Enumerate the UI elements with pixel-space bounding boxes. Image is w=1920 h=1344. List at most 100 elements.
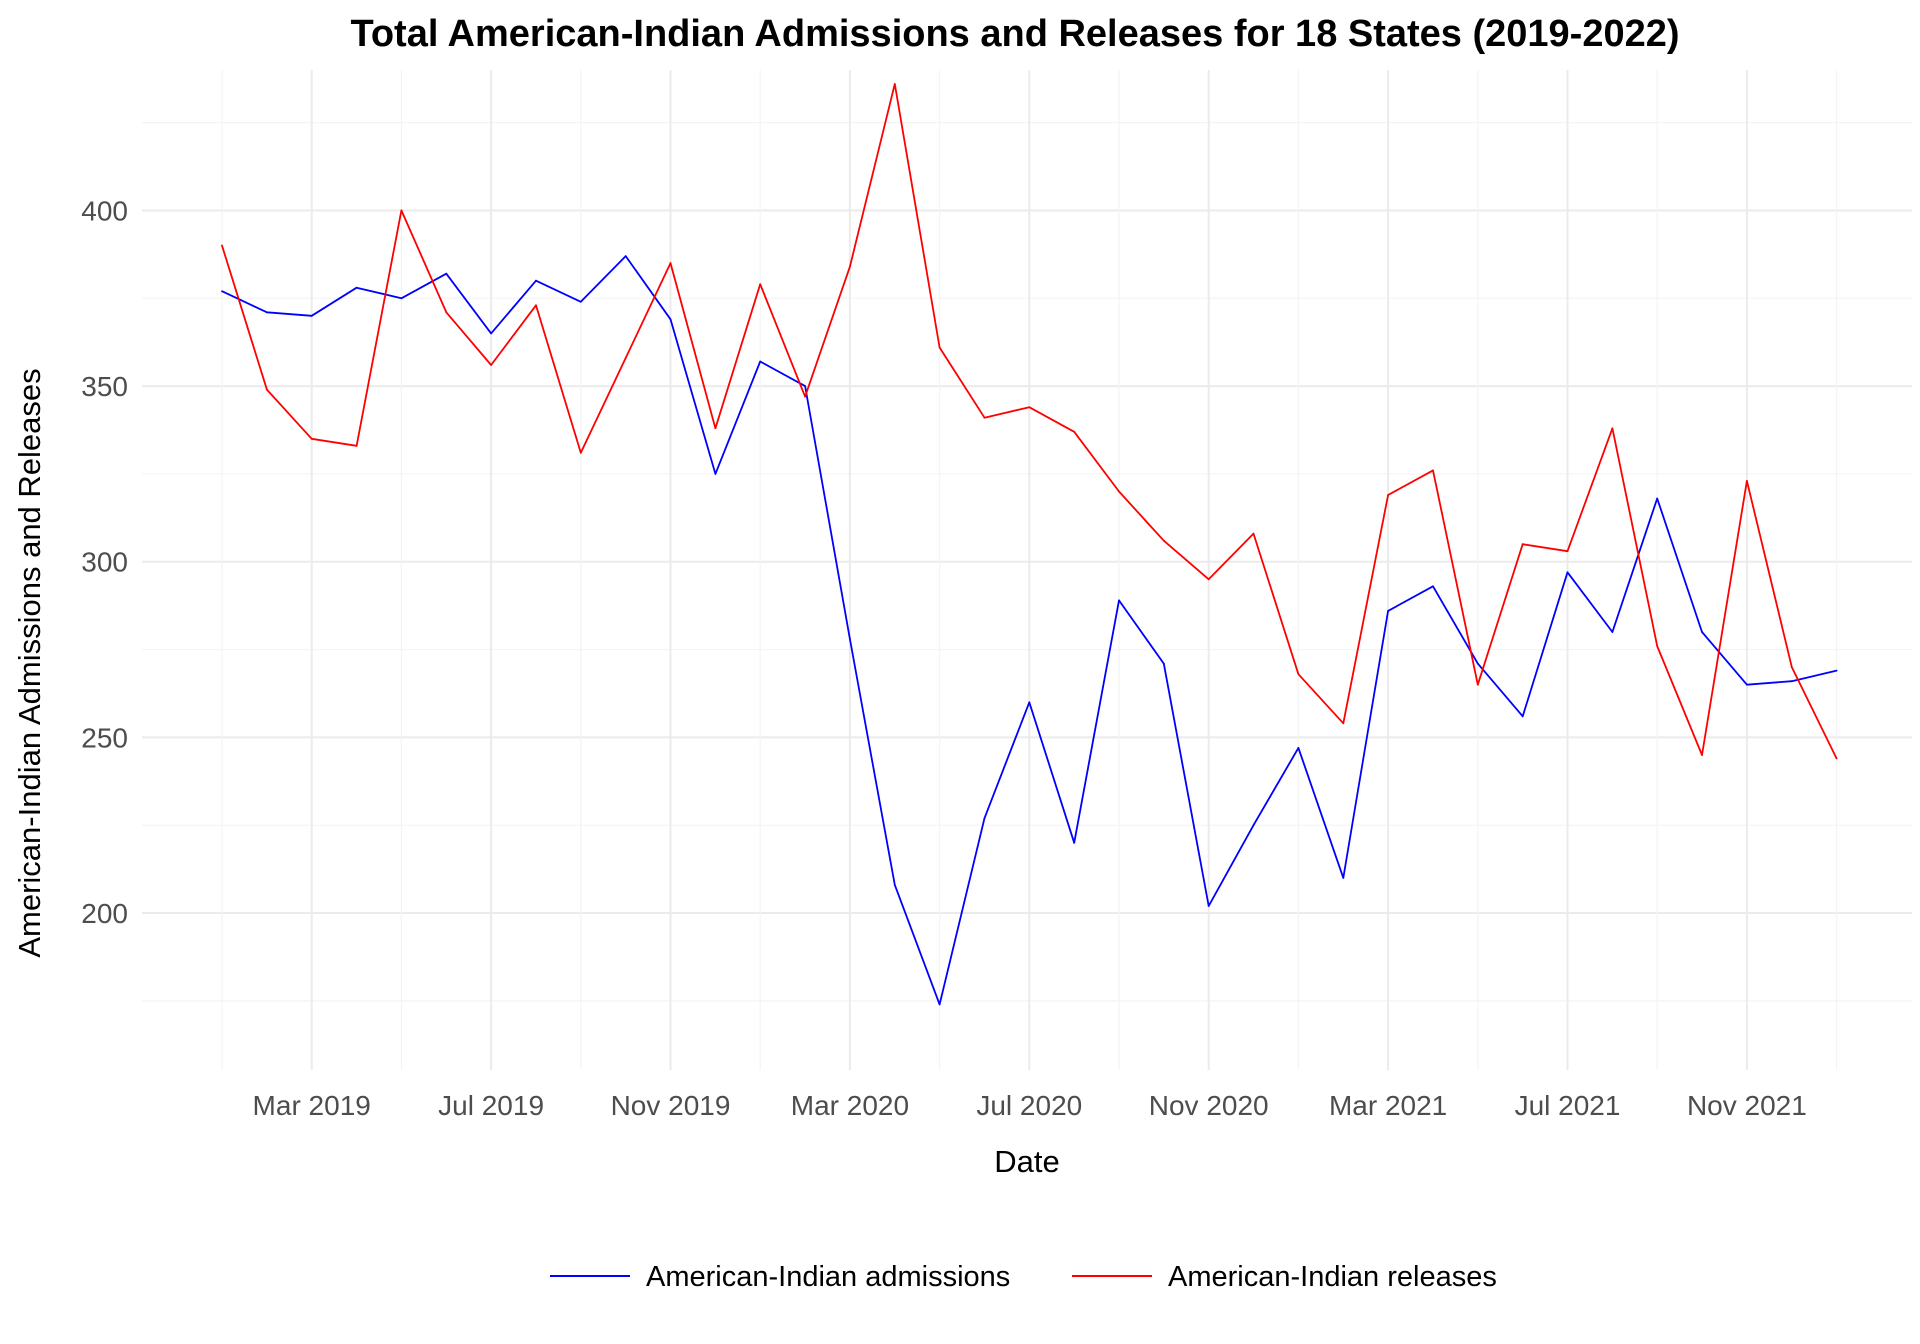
x-tick-label: Mar 2021	[1329, 1090, 1447, 1121]
american-indian-admissions-point	[445, 272, 448, 275]
x-axis-title: Date	[994, 1144, 1059, 1179]
american-indian-releases-point	[759, 283, 762, 286]
american-indian-releases-point	[535, 304, 537, 307]
american-indian-admissions-point	[1252, 824, 1255, 827]
american-indian-releases-point	[669, 262, 672, 265]
american-indian-releases-point	[1611, 427, 1614, 430]
american-indian-releases-point	[938, 346, 941, 349]
american-indian-releases-point	[1252, 532, 1255, 535]
american-indian-admissions-point	[490, 332, 492, 335]
american-indian-admissions-point	[1790, 680, 1793, 683]
american-indian-releases-point	[983, 416, 986, 419]
american-indian-admissions-point	[355, 286, 358, 289]
american-indian-releases-point	[1162, 539, 1165, 542]
american-indian-releases-point	[490, 364, 492, 366]
chart-title: Total American-Indian Admissions and Rel…	[350, 13, 1679, 55]
american-indian-admissions-point	[1611, 631, 1614, 633]
x-tick-label: Nov 2019	[611, 1090, 731, 1121]
american-indian-admissions-point	[1028, 701, 1031, 704]
american-indian-admissions-point	[1835, 669, 1838, 672]
american-indian-releases-point	[445, 311, 448, 314]
american-indian-admissions-point	[1701, 631, 1703, 633]
american-indian-admissions-point	[714, 473, 717, 475]
american-indian-releases-point	[714, 427, 717, 430]
american-indian-releases-point	[1476, 683, 1479, 686]
american-indian-releases-point	[221, 244, 223, 247]
x-tick-label: Jul 2021	[1515, 1090, 1621, 1121]
american-indian-releases-point	[265, 388, 268, 391]
american-indian-releases-point	[1207, 578, 1210, 581]
american-indian-releases-point	[355, 444, 358, 447]
y-tick-label: 350	[81, 371, 128, 402]
american-indian-releases-point	[1656, 645, 1659, 647]
legend-label-american-indian-admissions: American-Indian admissions	[646, 1261, 1010, 1293]
x-tick-label: Mar 2020	[791, 1090, 909, 1121]
y-tick-label: 400	[81, 195, 128, 226]
american-indian-releases-point	[310, 437, 313, 440]
x-axis-ticks: Mar 2019 Jul 2019 Nov 2019 Mar 2020 Jul 2020…	[253, 1090, 1807, 1121]
american-indian-admissions-point	[579, 300, 582, 303]
american-indian-releases-point	[1701, 754, 1703, 756]
american-indian-releases-point	[849, 265, 851, 268]
american-indian-releases-point	[1521, 543, 1524, 546]
american-indian-admissions-point	[1566, 571, 1569, 574]
american-indian-admissions-point	[624, 255, 627, 258]
american-indian-releases-point	[1790, 666, 1793, 669]
x-tick-label: Mar 2019	[253, 1090, 371, 1121]
american-indian-releases-point	[1118, 490, 1120, 493]
american-indian-admissions-point	[310, 314, 313, 317]
american-indian-releases-point	[1342, 722, 1345, 725]
american-indian-admissions-point	[669, 318, 672, 321]
american-indian-releases-point	[1566, 550, 1569, 553]
american-indian-admissions-point	[1476, 662, 1479, 665]
american-indian-releases-point	[1028, 406, 1031, 409]
x-tick-label: Jul 2020	[976, 1090, 1082, 1121]
american-indian-admissions-point	[1387, 610, 1389, 612]
series-layer	[221, 83, 1838, 1006]
american-indian-releases-point	[1432, 469, 1434, 472]
american-indian-admissions-point	[1656, 497, 1659, 500]
american-indian-admissions-point	[1432, 585, 1434, 588]
american-indian-admissions-point	[1207, 905, 1210, 907]
x-tick-label: Nov 2021	[1687, 1090, 1807, 1121]
american-indian-admissions-point	[938, 1003, 941, 1006]
american-indian-admissions-point	[1118, 599, 1120, 602]
american-indian-admissions-point	[893, 884, 896, 886]
american-indian-releases-point	[804, 395, 806, 398]
american-indian-admissions-point	[1073, 841, 1076, 844]
legend: American-Indian admissions American-India…	[550, 1261, 1497, 1293]
american-indian-admissions-point	[221, 290, 223, 293]
american-indian-admissions-point	[1521, 715, 1524, 718]
american-indian-releases-point	[1297, 673, 1300, 676]
american-indian-admissions-point	[1297, 747, 1300, 749]
american-indian-releases-point	[893, 83, 896, 85]
american-indian-admissions-point	[1342, 877, 1345, 879]
american-indian-releases-point	[579, 451, 582, 454]
american-indian-admissions-point	[983, 817, 986, 820]
american-indian-releases-point	[1746, 480, 1748, 482]
american-indian-admissions-point	[1746, 683, 1748, 686]
y-axis-ticks: 200 250 300 350 400	[81, 195, 128, 929]
american-indian-releases-point	[624, 357, 627, 359]
y-tick-label: 300	[81, 547, 128, 578]
american-indian-releases-point	[1387, 494, 1389, 496]
grid	[142, 70, 1912, 1070]
legend-label-american-indian-releases: American-Indian releases	[1168, 1261, 1497, 1293]
y-axis-title: American-Indian Admissions and Releases	[12, 368, 47, 957]
american-indian-releases-point	[400, 209, 403, 212]
american-indian-releases-point	[1073, 430, 1076, 433]
american-indian-admissions-point	[804, 385, 806, 387]
american-indian-admissions-point	[759, 360, 762, 363]
american-indian-admissions-point	[265, 311, 268, 314]
american-indian-admissions-point	[849, 638, 851, 640]
american-indian-admissions-point	[400, 297, 403, 300]
y-tick-label: 200	[81, 898, 128, 929]
y-tick-label: 250	[81, 722, 128, 753]
x-tick-label: Jul 2019	[438, 1090, 544, 1121]
american-indian-admissions-point	[535, 279, 537, 282]
american-indian-admissions-point	[1162, 662, 1165, 665]
american-indian-releases-point	[1835, 757, 1838, 760]
x-tick-label: Nov 2020	[1149, 1090, 1269, 1121]
